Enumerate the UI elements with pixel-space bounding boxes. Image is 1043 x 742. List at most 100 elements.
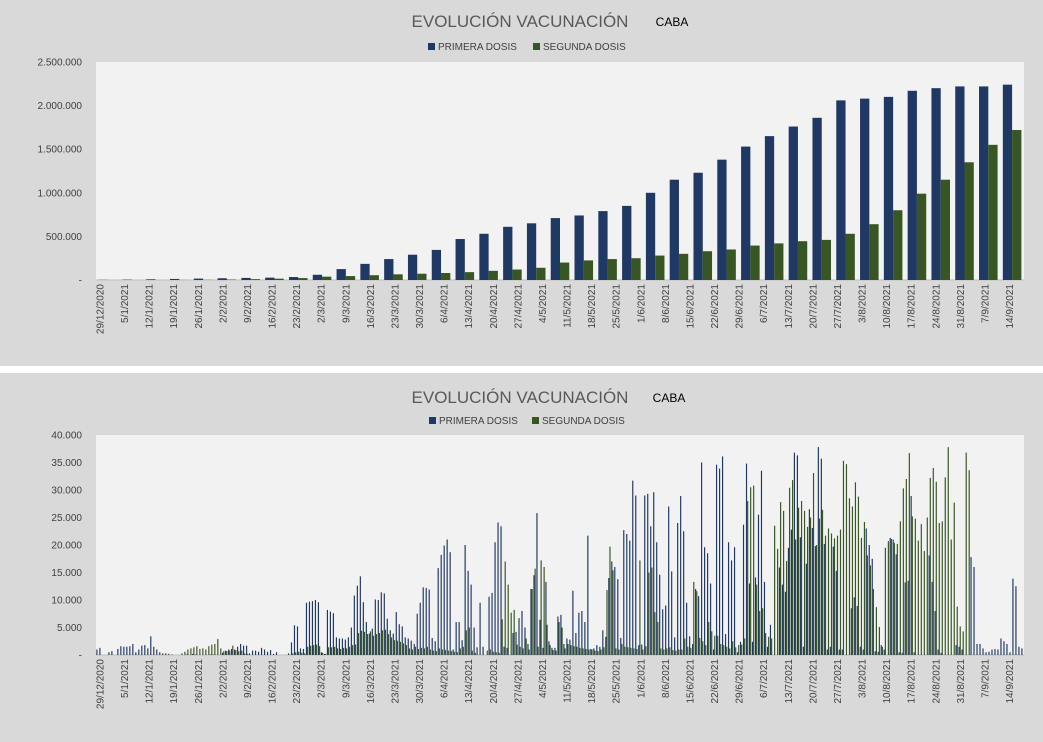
bar-daily — [365, 622, 367, 655]
x-tick-label: 12/1/2021 — [145, 659, 156, 704]
bar-daily — [353, 595, 355, 655]
bar-daily — [748, 583, 751, 655]
bar-daily — [926, 517, 928, 655]
bar-daily — [672, 650, 674, 655]
bar-daily — [426, 646, 428, 655]
bar-daily — [937, 649, 939, 655]
bar-daily — [953, 502, 955, 655]
bar-daily — [686, 602, 688, 655]
bar-daily — [501, 619, 503, 655]
bar-daily — [889, 537, 891, 655]
x-tick-label: 10/8/2021 — [882, 659, 893, 704]
bar-daily — [572, 590, 574, 655]
bar-daily — [438, 648, 440, 655]
bar-cumulative — [393, 274, 403, 280]
bar-daily — [905, 479, 907, 655]
bar-daily — [456, 652, 458, 655]
bar-daily — [296, 626, 299, 655]
x-tick-label: 16/2/2021 — [268, 284, 279, 329]
bar-daily — [829, 646, 831, 655]
y-tick-label: - — [79, 651, 82, 662]
bar-daily — [774, 525, 776, 655]
x-tick-label: 27/7/2021 — [833, 284, 844, 329]
bar-daily — [272, 653, 275, 655]
x-tick-label: 23/2/2021 — [292, 659, 303, 704]
bar-daily — [635, 495, 637, 655]
bar-daily — [653, 492, 655, 655]
bar-daily — [465, 630, 467, 655]
bar-daily — [243, 645, 245, 655]
bar-cumulative — [622, 205, 632, 280]
x-tick-label: 27/7/2021 — [833, 659, 844, 704]
x-tick-label: 18/5/2021 — [587, 659, 598, 704]
bar-cumulative — [250, 279, 260, 280]
bar-daily — [417, 648, 419, 655]
bar-daily — [549, 645, 551, 655]
bar-daily — [231, 648, 233, 655]
bar-daily — [383, 593, 385, 655]
bar-daily — [522, 648, 524, 655]
bar-daily — [907, 580, 909, 655]
bar-cumulative — [693, 172, 703, 280]
x-tick-label: 5/1/2021 — [120, 284, 131, 323]
bar-daily — [1021, 648, 1023, 655]
bar-daily — [467, 570, 469, 655]
bar-cumulative — [512, 269, 522, 280]
y-tick-label: 30.000 — [51, 486, 82, 497]
bar-daily — [997, 649, 999, 655]
y-tick-label: 2.000.000 — [38, 101, 83, 112]
bar-daily — [354, 644, 357, 655]
bar-daily — [923, 551, 925, 655]
x-tick-label: 19/1/2021 — [169, 284, 180, 329]
bar-daily — [390, 637, 393, 655]
x-tick-label: 7/9/2021 — [980, 284, 991, 323]
bar-daily — [386, 618, 388, 655]
bar-daily — [818, 518, 821, 655]
bar-daily — [941, 521, 943, 655]
bar-daily — [135, 652, 137, 655]
bar-daily — [223, 651, 225, 655]
bar-daily — [452, 649, 454, 655]
bar-daily — [786, 560, 788, 655]
bar-daily — [868, 545, 870, 655]
bar-daily — [531, 589, 533, 655]
bar-daily — [615, 648, 617, 655]
bar-daily — [645, 646, 647, 655]
bar-daily — [384, 629, 387, 655]
x-tick-label: 31/8/2021 — [956, 659, 967, 704]
bar-daily — [181, 653, 183, 655]
bar-cumulative — [479, 233, 489, 280]
bar-cumulative — [678, 253, 689, 280]
bar-daily — [815, 545, 818, 655]
bar-daily — [797, 507, 800, 655]
bar-daily — [459, 648, 461, 655]
bar-daily — [878, 626, 880, 655]
bar-daily — [404, 637, 406, 655]
x-tick-label: 5/1/2021 — [120, 659, 131, 698]
bar-cumulative — [298, 278, 308, 280]
bar-daily — [557, 616, 559, 655]
bar-daily — [117, 648, 119, 655]
bar-daily — [329, 611, 331, 655]
bar-daily — [736, 652, 739, 655]
bar-daily — [506, 647, 508, 655]
bar-daily — [225, 650, 227, 655]
bar-daily — [608, 578, 610, 655]
x-tick-label: 6/7/2021 — [759, 659, 770, 698]
bar-daily — [745, 463, 748, 655]
bar-daily — [884, 547, 886, 655]
x-tick-label: 20/7/2021 — [808, 284, 819, 329]
bar-daily — [644, 495, 646, 655]
bar-daily — [414, 646, 416, 655]
bar-daily — [707, 553, 709, 655]
bar-daily — [659, 574, 661, 655]
x-tick-label: 22/6/2021 — [710, 284, 721, 329]
bar-daily — [326, 609, 328, 655]
bar-daily — [695, 589, 697, 655]
bar-daily — [320, 652, 323, 655]
bar-daily — [360, 630, 363, 655]
bar-daily — [401, 626, 403, 655]
bar-daily — [872, 589, 874, 655]
x-tick-label: 13/4/2021 — [464, 659, 475, 704]
bar-daily — [561, 627, 563, 655]
